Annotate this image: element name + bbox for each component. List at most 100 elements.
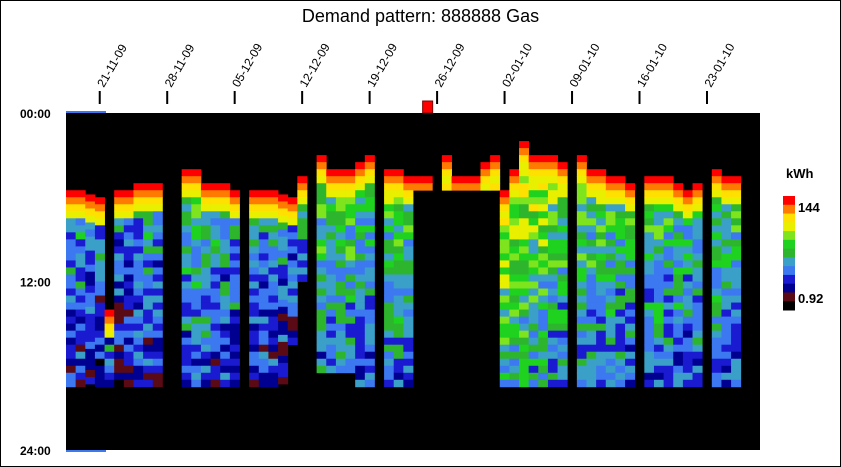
heatmap-cell — [316, 260, 327, 268]
heatmap-cell — [644, 197, 655, 205]
heatmap-cell — [711, 288, 722, 296]
heatmap-cell — [393, 288, 404, 296]
heatmap-cell — [615, 246, 626, 254]
heatmap-cell — [220, 302, 231, 310]
heatmap-cell — [576, 274, 587, 282]
heatmap-cell — [644, 344, 655, 353]
heatmap-cell — [519, 344, 530, 353]
heatmap-cell — [557, 246, 568, 254]
heatmap-cell — [441, 155, 452, 163]
heatmap-cell — [663, 211, 674, 219]
heatmap-cell — [509, 288, 520, 296]
heatmap-cell — [586, 183, 597, 191]
heatmap-cell — [75, 260, 86, 268]
heatmap-cell — [403, 197, 414, 205]
heatmap-cell — [355, 281, 366, 289]
heatmap-cell — [66, 253, 77, 261]
heatmap-cell — [114, 253, 125, 261]
heatmap-cell — [682, 267, 693, 275]
heatmap-cell — [519, 204, 530, 212]
heatmap-cell — [393, 218, 404, 226]
heatmap-cell — [278, 362, 289, 371]
heatmap-cell — [123, 379, 134, 388]
heatmap-cell — [181, 295, 192, 303]
heatmap-cell — [258, 281, 269, 289]
heatmap-cell — [287, 330, 298, 339]
heatmap-cell — [364, 309, 375, 317]
heatmap-cell — [66, 358, 77, 367]
heatmap-cell — [316, 330, 327, 339]
heatmap-cell — [384, 358, 395, 367]
heatmap-cell — [364, 155, 375, 163]
heatmap-cell — [152, 351, 163, 360]
heatmap-cell — [519, 239, 530, 247]
heatmap-cell — [191, 190, 202, 198]
heatmap-cell — [335, 246, 346, 254]
heatmap-cell — [152, 372, 163, 381]
heatmap-cell — [191, 169, 202, 177]
heatmap-cell — [528, 372, 539, 381]
heatmap-cell — [528, 351, 539, 360]
heatmap-cell — [66, 232, 77, 240]
heatmap-cell — [229, 295, 240, 303]
heatmap-cell — [249, 218, 260, 226]
heatmap-cell — [297, 239, 308, 247]
heatmap-cell — [731, 309, 742, 317]
heatmap-cell — [152, 323, 163, 332]
heatmap-cell — [673, 197, 684, 205]
heatmap-cell — [355, 365, 366, 374]
heatmap-cell — [200, 197, 211, 205]
heatmap-cell — [663, 344, 674, 353]
x-tick-label: 26-12-09 — [432, 41, 468, 90]
heatmap-cell — [547, 379, 558, 388]
heatmap-cell — [596, 239, 607, 247]
heatmap-cell — [644, 302, 655, 310]
heatmap-cell — [538, 379, 549, 388]
heatmap-cell — [258, 330, 269, 339]
heatmap-cell — [393, 204, 404, 212]
heatmap-cell — [499, 225, 510, 233]
heatmap-cell — [625, 274, 636, 282]
heatmap-cell — [85, 299, 96, 308]
heatmap-cell — [547, 351, 558, 360]
heatmap-cell — [499, 365, 510, 374]
heatmap-cell — [653, 197, 665, 205]
heatmap-cell — [123, 211, 134, 219]
heatmap-cell — [181, 358, 192, 367]
heatmap-cell — [114, 344, 125, 353]
heatmap-cell — [547, 169, 558, 177]
heatmap-cell — [258, 267, 269, 275]
heatmap-cell — [355, 183, 366, 191]
heatmap-cell — [625, 288, 636, 296]
heatmap-cell — [143, 197, 154, 205]
heatmap-cell — [200, 288, 211, 296]
heatmap-cell — [278, 306, 289, 315]
heatmap-cell — [123, 218, 134, 226]
heatmap-cell — [258, 274, 269, 282]
heatmap-cell — [335, 351, 346, 360]
heatmap-cell — [605, 197, 616, 205]
heatmap-cell — [66, 190, 77, 198]
heatmap-cell — [66, 344, 77, 353]
heatmap-cell — [191, 330, 202, 339]
heatmap-cell — [200, 239, 211, 247]
heatmap-cell — [220, 358, 231, 367]
heatmap-cell — [721, 295, 732, 303]
heatmap-cell — [393, 379, 404, 388]
heatmap-cell — [731, 197, 742, 205]
heatmap-cell — [278, 341, 289, 350]
heatmap-cell — [364, 372, 375, 381]
heatmap-cell — [268, 239, 279, 247]
heatmap-cell — [711, 323, 722, 332]
heatmap-cell — [393, 330, 404, 339]
heatmap-cell — [200, 260, 211, 268]
heatmap-cell — [278, 243, 289, 252]
heatmap-cell — [557, 358, 568, 367]
heatmap-cell — [75, 267, 86, 275]
heatmap-cell — [673, 211, 684, 219]
heatmap-cell — [625, 302, 636, 310]
heatmap-cell — [644, 337, 655, 346]
heatmap-cell — [596, 260, 607, 268]
heatmap-cell — [653, 330, 665, 339]
heatmap-cell — [123, 253, 134, 261]
